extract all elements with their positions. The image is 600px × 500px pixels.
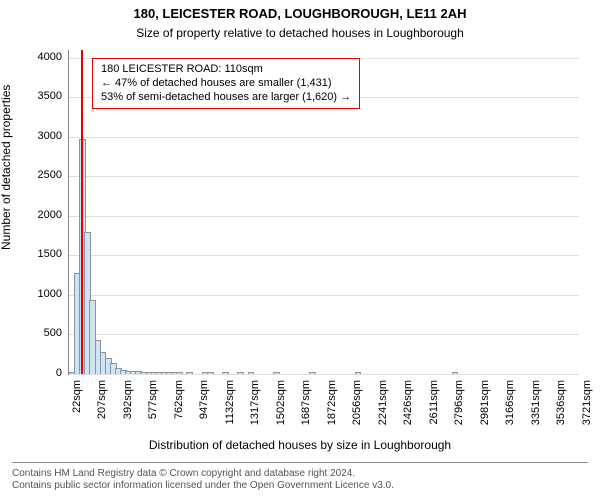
y-tick-label: 1500 xyxy=(24,248,62,260)
grid-line xyxy=(69,216,579,217)
histogram-bar xyxy=(186,372,193,374)
grid-line xyxy=(69,176,579,177)
y-tick-label: 2500 xyxy=(24,169,62,181)
annotation-box: 180 LEICESTER ROAD: 110sqm ← 47% of deta… xyxy=(92,58,360,109)
x-tick-label: 1502sqm xyxy=(275,380,287,480)
histogram-bar xyxy=(207,372,214,374)
x-tick-label: 3166sqm xyxy=(504,380,516,480)
x-tick-label: 22sqm xyxy=(71,380,83,480)
histogram-bar xyxy=(309,372,316,374)
x-tick-label: 3721sqm xyxy=(581,380,593,480)
x-tick-label: 3536sqm xyxy=(555,380,567,480)
footer-text: Contains HM Land Registry data © Crown c… xyxy=(12,468,588,492)
grid-line xyxy=(69,334,579,335)
x-tick-label: 1687sqm xyxy=(300,380,312,480)
histogram-bar xyxy=(248,372,255,374)
annotation-line: ← 47% of detached houses are smaller (1,… xyxy=(101,77,351,91)
grid-line xyxy=(69,295,579,296)
histogram-bar xyxy=(452,372,459,374)
y-tick-label: 500 xyxy=(24,327,62,339)
histogram-bar xyxy=(222,372,229,374)
y-tick-label: 3500 xyxy=(24,90,62,102)
chart-subtitle: Size of property relative to detached ho… xyxy=(0,26,600,40)
histogram-bar xyxy=(273,372,280,374)
x-tick-label: 2981sqm xyxy=(479,380,491,480)
y-tick-label: 4000 xyxy=(24,51,62,63)
footer-line: Contains HM Land Registry data © Crown c… xyxy=(12,468,355,479)
x-tick-label: 392sqm xyxy=(122,380,134,480)
x-tick-label: 2426sqm xyxy=(402,380,414,480)
x-tick-label: 2056sqm xyxy=(351,380,363,480)
y-tick-label: 3000 xyxy=(24,130,62,142)
x-tick-label: 1317sqm xyxy=(249,380,261,480)
x-tick-label: 947sqm xyxy=(198,380,210,480)
annotation-line: 53% of semi-detached houses are larger (… xyxy=(101,91,351,105)
x-tick-label: 1132sqm xyxy=(224,380,236,480)
y-tick-label: 1000 xyxy=(24,288,62,300)
x-tick-label: 577sqm xyxy=(147,380,159,480)
histogram-bar xyxy=(176,372,183,374)
y-axis-label: Number of detached properties xyxy=(0,85,13,250)
property-marker-line xyxy=(81,50,83,374)
footer-line: Contains public sector information licen… xyxy=(12,480,394,491)
y-tick-label: 2000 xyxy=(24,209,62,221)
grid-line xyxy=(69,374,579,375)
x-tick-label: 207sqm xyxy=(96,380,108,480)
footer-divider xyxy=(12,462,588,463)
x-tick-label: 1872sqm xyxy=(326,380,338,480)
x-tick-label: 762sqm xyxy=(173,380,185,480)
x-tick-label: 2611sqm xyxy=(428,380,440,480)
grid-line xyxy=(69,137,579,138)
histogram-bar xyxy=(237,372,244,374)
chart-title: 180, LEICESTER ROAD, LOUGHBOROUGH, LE11 … xyxy=(0,6,600,21)
y-tick-label: 0 xyxy=(24,367,62,379)
grid-line xyxy=(69,255,579,256)
histogram-bar xyxy=(355,372,362,374)
x-tick-label: 2796sqm xyxy=(453,380,465,480)
x-tick-label: 3351sqm xyxy=(530,380,542,480)
chart-container: 180, LEICESTER ROAD, LOUGHBOROUGH, LE11 … xyxy=(0,0,600,500)
annotation-line: 180 LEICESTER ROAD: 110sqm xyxy=(101,63,351,77)
x-tick-label: 2241sqm xyxy=(377,380,389,480)
